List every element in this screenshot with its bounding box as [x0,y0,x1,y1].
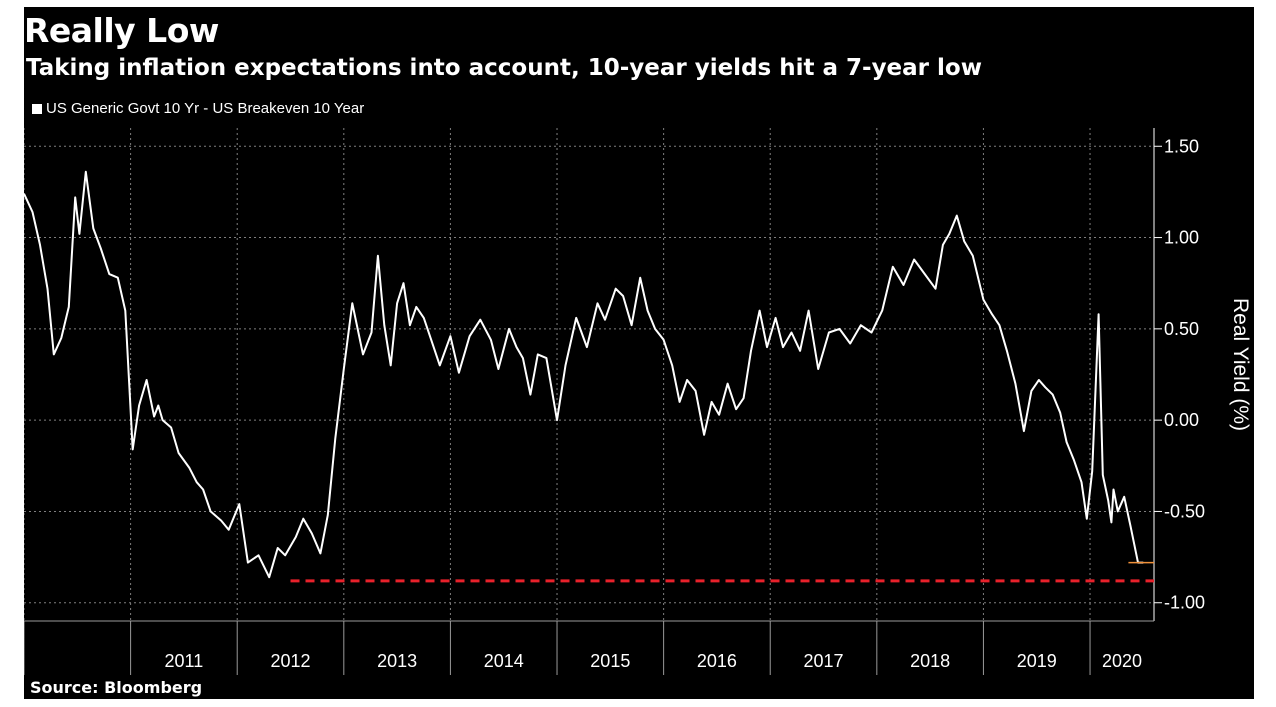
x-tick-label: 2013 [377,651,417,671]
x-tick-label: 2012 [270,651,310,671]
legend-swatch [32,103,42,114]
grid [24,128,1154,621]
x-tick-label: 2011 [165,651,204,671]
x-tick-label: 2014 [484,651,524,671]
y-tick-label: -1.00 [1164,593,1205,613]
series-line [24,170,1144,579]
x-tick-label: 2020 [1102,651,1142,671]
annotations [290,561,1154,583]
y-tick-label: 0.00 [1164,410,1199,430]
source-note: Source: Bloomberg [30,678,203,697]
chart-title: Really Low [24,11,219,50]
chart-panel: 1.50 1.00 0.50 0.00 -0.50 -1.00 2011 2012 2013 20… [24,7,1254,699]
x-tick-label: 2016 [697,651,737,671]
y-tick-label: -0.50 [1164,501,1205,521]
x-tick-label: 2017 [804,651,844,671]
legend: US Generic Govt 10 Yr - US Breakeven 10 … [32,100,364,117]
y-axis-title: Real Yield (%) [1229,298,1252,431]
legend-label: US Generic Govt 10 Yr - US Breakeven 10 … [46,100,365,117]
x-tick-label: 2018 [910,651,950,671]
x-tick-label: 2019 [1017,651,1057,671]
y-tick-label: 1.50 [1164,136,1199,156]
series-layer [24,170,1144,579]
chart-subtitle: Taking inflation expectations into accou… [26,55,982,81]
y-tick-label: 1.00 [1164,228,1199,248]
axes: 1.50 1.00 0.50 0.00 -0.50 -1.00 2011 2012 2013 20… [24,128,1205,675]
x-tick-label: 2015 [590,651,630,671]
line-chart: 1.50 1.00 0.50 0.00 -0.50 -1.00 2011 2012 2013 20… [24,128,1252,675]
y-tick-label: 0.50 [1164,319,1199,339]
